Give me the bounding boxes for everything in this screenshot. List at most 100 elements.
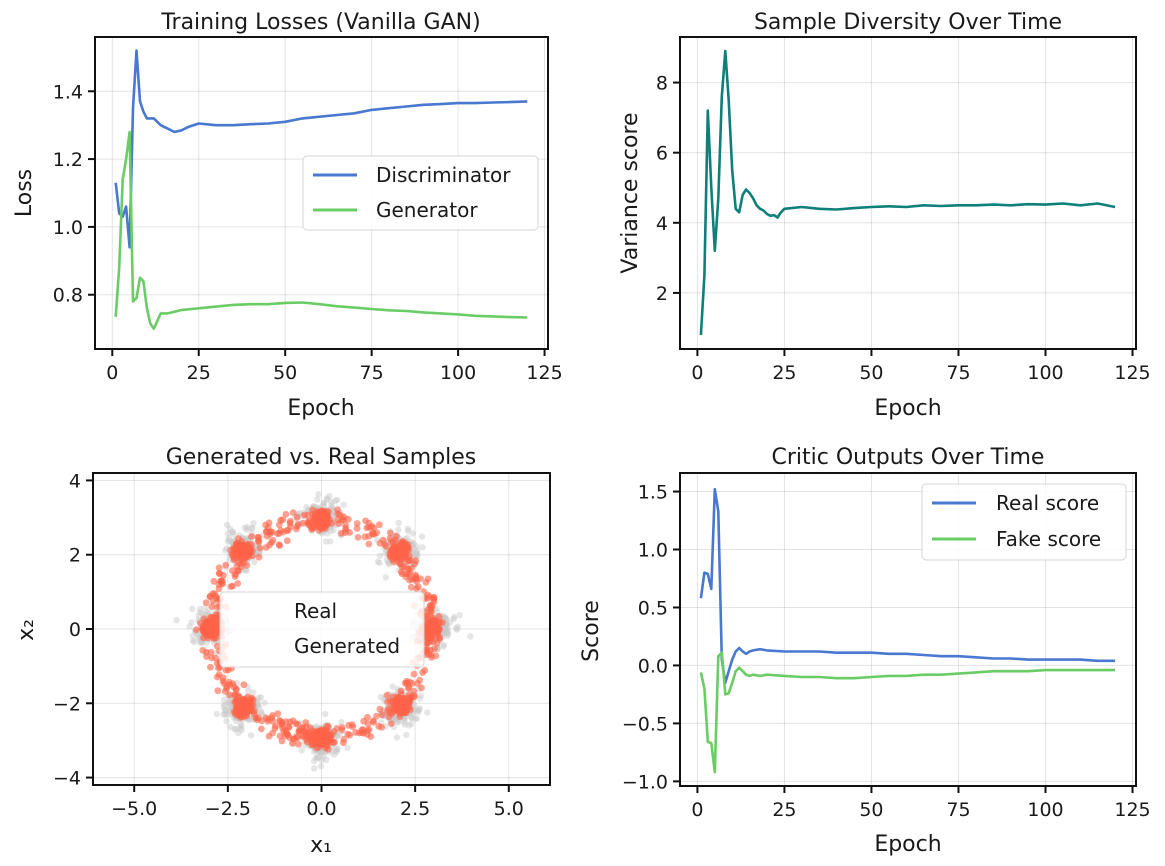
scatter-point-generated xyxy=(418,684,425,692)
scatter-point-generated xyxy=(393,552,400,560)
scatter-point-generated xyxy=(338,726,346,734)
x-tick-label: 2.5 xyxy=(400,798,430,820)
scatter-point-real xyxy=(441,630,448,638)
axis-ticks: −5.0 −2.5 0.0 2.5 5.0 −4 −2 0 2 4 xyxy=(53,470,524,820)
scatter-point-real xyxy=(189,632,196,639)
x-tick-label: 75 xyxy=(946,362,970,384)
scatter-point-generated xyxy=(402,551,410,559)
legend: Real score Fake score xyxy=(921,483,1127,561)
scatter-point-real xyxy=(332,497,339,504)
scatter-point-real xyxy=(196,639,204,646)
scatter-point-real xyxy=(213,710,221,718)
scatter-point-real xyxy=(394,719,402,726)
scatter-point-real xyxy=(223,521,231,529)
scatter-point-generated xyxy=(269,712,276,719)
scatter-point-generated xyxy=(291,735,298,743)
scatter-point-generated xyxy=(365,540,373,548)
scatter-point-generated xyxy=(222,561,230,569)
plot-frame xyxy=(679,472,1137,787)
scatter-point-generated xyxy=(405,684,412,692)
scatter-point-generated xyxy=(397,687,405,695)
scatter-point-generated xyxy=(412,573,420,581)
scatter-point-generated xyxy=(244,693,252,701)
scatter-point-generated xyxy=(433,639,441,647)
scatter-point-real xyxy=(376,552,384,559)
scatter-point-generated xyxy=(234,580,242,587)
scatter-point-real xyxy=(323,530,331,537)
legend-box xyxy=(219,591,425,668)
x-tick-label: 125 xyxy=(1114,362,1150,384)
x-axis-label: Epoch xyxy=(874,832,941,857)
scatter-point-real xyxy=(237,724,244,732)
scatter-point-generated xyxy=(384,707,392,715)
chart-title: Critic Outputs Over Time xyxy=(772,445,1045,470)
scatter-point-generated xyxy=(289,717,297,725)
legend-label-generated: Generated xyxy=(294,634,400,658)
scatter-point-generated xyxy=(360,717,368,725)
scatter-point-generated xyxy=(295,740,302,748)
scatter-point-generated xyxy=(289,509,297,516)
scatter-point-generated xyxy=(419,669,426,676)
scatter-point-real xyxy=(223,718,230,725)
x-tick-label: 75 xyxy=(946,799,970,821)
scatter-point-real xyxy=(318,756,325,764)
scatter-point-real xyxy=(323,495,330,502)
scatter-point-real xyxy=(391,715,398,722)
scatter-point-real xyxy=(340,501,347,508)
scatter-point-real xyxy=(418,533,426,540)
scatter-point-real xyxy=(410,545,418,552)
scatter-point-real xyxy=(334,732,341,740)
scatter-point-real xyxy=(322,710,329,718)
scatter-point-real xyxy=(320,500,327,507)
y-tick-label: 1.0 xyxy=(638,540,668,562)
scatter-point-generated xyxy=(239,541,247,549)
scatter-point-real xyxy=(440,642,448,649)
scatter-point-generated xyxy=(219,677,227,685)
scatter-point-generated xyxy=(282,727,290,734)
scatter-point-real xyxy=(243,524,251,531)
y-axis-label: x₂ xyxy=(14,619,39,641)
scatter-point-real xyxy=(196,609,203,616)
scatter-point-real xyxy=(249,524,256,532)
scatter-point-generated xyxy=(427,630,435,638)
scatter-point-real xyxy=(344,744,351,751)
scatter-point-generated xyxy=(243,548,251,555)
scatter-point-real xyxy=(456,612,463,619)
scatter-point-generated xyxy=(282,510,290,518)
scatter-point-real xyxy=(255,704,263,711)
scatter-point-real xyxy=(261,699,268,706)
scatter-point-generated xyxy=(316,734,324,742)
x-tick-label: 50 xyxy=(859,799,883,821)
legend-box xyxy=(302,155,539,231)
scatter-point-real xyxy=(251,558,258,566)
scatter-point-generated xyxy=(233,697,241,704)
scatter-point-generated xyxy=(286,518,294,525)
scatter-point-generated xyxy=(408,564,415,572)
chart-panel-critic-outputs: Critic Outputs Over Time Epoch Score 0 25… xyxy=(579,445,1151,857)
x-tick-label: 0.0 xyxy=(306,798,336,820)
scatter-point-real xyxy=(257,694,264,701)
scatter-point-real xyxy=(303,503,310,511)
scatter-point-real xyxy=(248,525,255,532)
scatter-point-real xyxy=(334,745,341,752)
scatter-point-generated xyxy=(274,710,282,718)
scatter-point-generated xyxy=(376,705,384,713)
scatter-point-generated xyxy=(302,719,310,726)
scatter-point-generated xyxy=(240,553,247,560)
scatter-point-real xyxy=(238,722,245,729)
scatter-point-real xyxy=(250,520,257,527)
scatter-point-generated xyxy=(225,678,233,686)
y-tick-label: 1.4 xyxy=(53,81,83,103)
scatter-point-generated xyxy=(400,709,408,717)
scatter-point-real xyxy=(450,615,457,623)
scatter-point-generated xyxy=(427,612,434,619)
scatter-point-real xyxy=(315,754,322,761)
scatter-point-generated xyxy=(346,731,354,739)
y-tick-label: 2 xyxy=(656,283,668,305)
scatter-point-real xyxy=(401,714,409,722)
scatter-point-real xyxy=(393,734,401,741)
scatter-point-real xyxy=(241,524,248,532)
scatter-point-generated xyxy=(272,722,279,730)
